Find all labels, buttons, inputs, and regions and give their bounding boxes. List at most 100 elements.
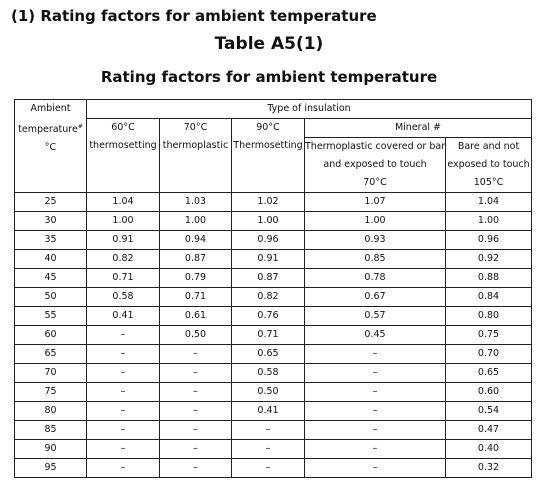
table-row: 45 0.71 0.79 0.87 0.78 0.88 bbox=[14, 268, 533, 288]
header-text: 90°C bbox=[256, 122, 280, 133]
factor-cell: 0.65 bbox=[444, 363, 533, 383]
factor-cell: 0.96 bbox=[444, 230, 533, 250]
factor-cell: – bbox=[86, 420, 160, 440]
factor-cell: 1.04 bbox=[444, 192, 533, 212]
temperature-cell: 85 bbox=[14, 420, 87, 440]
factor-cell: 0.84 bbox=[444, 287, 533, 307]
table-row: 35 0.91 0.94 0.96 0.93 0.96 bbox=[14, 230, 533, 250]
header-text: thermosetting bbox=[89, 140, 157, 151]
factor-cell: 0.61 bbox=[159, 306, 232, 326]
factor-cell: 0.50 bbox=[231, 382, 305, 402]
factor-cell: 0.80 bbox=[444, 306, 533, 326]
factor-cell: 0.41 bbox=[231, 401, 305, 421]
temperature-cell: 40 bbox=[14, 249, 87, 269]
temperature-cell: 70 bbox=[14, 363, 87, 383]
factor-cell: 1.00 bbox=[86, 211, 160, 231]
factor-cell: – bbox=[159, 458, 232, 478]
factor-cell: – bbox=[304, 382, 446, 402]
temperature-cell: 75 bbox=[14, 382, 87, 402]
factor-cell: 0.82 bbox=[231, 287, 305, 307]
table-label: Table A5(1) bbox=[214, 34, 324, 54]
temperature-cell: 80 bbox=[14, 401, 87, 421]
factor-cell: 0.32 bbox=[444, 458, 533, 478]
factor-cell: 0.96 bbox=[231, 230, 305, 250]
factor-cell: – bbox=[159, 401, 232, 421]
factor-cell: 0.88 bbox=[444, 268, 533, 288]
insulation-header: Type of insulation bbox=[85, 99, 533, 119]
column-header: 90°C Thermosetting bbox=[231, 118, 305, 193]
factor-cell: – bbox=[304, 363, 446, 383]
factor-cell: 0.82 bbox=[86, 249, 160, 269]
table-row: 50 0.58 0.71 0.82 0.67 0.84 bbox=[14, 287, 533, 307]
header-text: Ambient bbox=[30, 103, 71, 114]
factor-cell: 0.92 bbox=[444, 249, 533, 269]
factor-cell: – bbox=[304, 458, 446, 478]
header-text: temperature# bbox=[16, 118, 86, 139]
factor-cell: 0.78 bbox=[304, 268, 446, 288]
table-row: 55 0.41 0.61 0.76 0.57 0.80 bbox=[14, 306, 533, 326]
factor-cell: 0.87 bbox=[159, 249, 232, 269]
factor-cell: 0.67 bbox=[304, 287, 446, 307]
factor-cell: – bbox=[86, 325, 160, 345]
factor-cell: 1.00 bbox=[231, 211, 305, 231]
factor-cell: 0.54 bbox=[444, 401, 533, 421]
table-row: 60–0.50 0.71 0.45 0.75 bbox=[14, 325, 533, 345]
factor-cell: 0.65 bbox=[231, 344, 305, 364]
temperature-cell: 95 bbox=[14, 458, 87, 478]
factor-cell: – bbox=[231, 439, 305, 459]
header-text: 70°C bbox=[183, 122, 208, 133]
factor-cell: – bbox=[159, 363, 232, 383]
factor-cell: 0.58 bbox=[231, 363, 305, 383]
factor-cell: 0.47 bbox=[444, 420, 533, 440]
factor-cell: 1.02 bbox=[231, 192, 305, 212]
temperature-cell: 60 bbox=[14, 325, 87, 345]
factor-cell: 0.91 bbox=[86, 230, 160, 250]
factor-cell: – bbox=[86, 439, 160, 459]
factor-cell: – bbox=[86, 458, 160, 478]
table-row: 95– – – –0.32 bbox=[14, 458, 533, 478]
column-header: Thermoplastic covered or bare and exposed… bbox=[304, 137, 446, 193]
table-row: 85– – – –0.47 bbox=[14, 420, 533, 440]
factor-cell: – bbox=[304, 344, 446, 364]
header-text: and exposed to touch bbox=[323, 159, 427, 170]
factor-cell: 0.60 bbox=[444, 382, 533, 402]
factor-cell: 0.93 bbox=[304, 230, 446, 250]
factor-cell: 0.76 bbox=[231, 306, 305, 326]
factor-cell: 0.87 bbox=[231, 268, 305, 288]
factor-cell: 0.79 bbox=[159, 268, 232, 288]
footnote-mark: # bbox=[77, 123, 83, 130]
column-header: 70°C thermoplastic bbox=[159, 118, 232, 193]
table-row: 40 0.82 0.87 0.91 0.85 0.92 bbox=[14, 249, 533, 269]
factor-cell: 1.03 bbox=[159, 192, 232, 212]
factor-cell: – bbox=[304, 439, 446, 459]
table-body: 25 1.04 1.03 1.02 1.07 1.04 30 1.00 1.00 1.00 1.00… bbox=[14, 192, 533, 478]
factor-cell: – bbox=[159, 439, 232, 459]
factor-cell: 0.91 bbox=[231, 249, 305, 269]
header-text: Thermosetting bbox=[233, 140, 303, 151]
factor-cell: – bbox=[86, 401, 160, 421]
table-title: Rating factors for ambient temperature bbox=[100, 68, 438, 86]
header-text: Bare and not bbox=[457, 141, 520, 152]
factor-cell: – bbox=[304, 401, 446, 421]
factor-cell: 1.00 bbox=[444, 211, 533, 231]
factor-cell: 1.00 bbox=[159, 211, 232, 231]
table-row: 75– –0.50–0.60 bbox=[14, 382, 533, 402]
factor-cell: 0.70 bbox=[444, 344, 533, 364]
factor-cell: 0.57 bbox=[304, 306, 446, 326]
factor-cell: – bbox=[86, 344, 160, 364]
header-text: °C bbox=[44, 142, 57, 154]
temperature-cell: 90 bbox=[14, 439, 87, 459]
factor-cell: – bbox=[159, 382, 232, 402]
factor-cell: – bbox=[159, 344, 232, 364]
factor-cell: 0.85 bbox=[304, 249, 446, 269]
factor-cell: – bbox=[86, 363, 160, 383]
header-text: exposed to touch bbox=[447, 159, 530, 170]
table-row: 25 1.04 1.03 1.02 1.07 1.04 bbox=[14, 192, 533, 212]
rating-table: Ambient temperature# °C Type of insulati… bbox=[14, 99, 533, 478]
column-header: Bare and not exposed to touch 105°C bbox=[444, 137, 533, 193]
factor-cell: 0.50 bbox=[159, 325, 232, 345]
header-text: 60°C bbox=[111, 122, 135, 133]
heading: (1) Rating factors for ambient temperatu… bbox=[11, 7, 377, 25]
factor-cell: 0.94 bbox=[159, 230, 232, 250]
